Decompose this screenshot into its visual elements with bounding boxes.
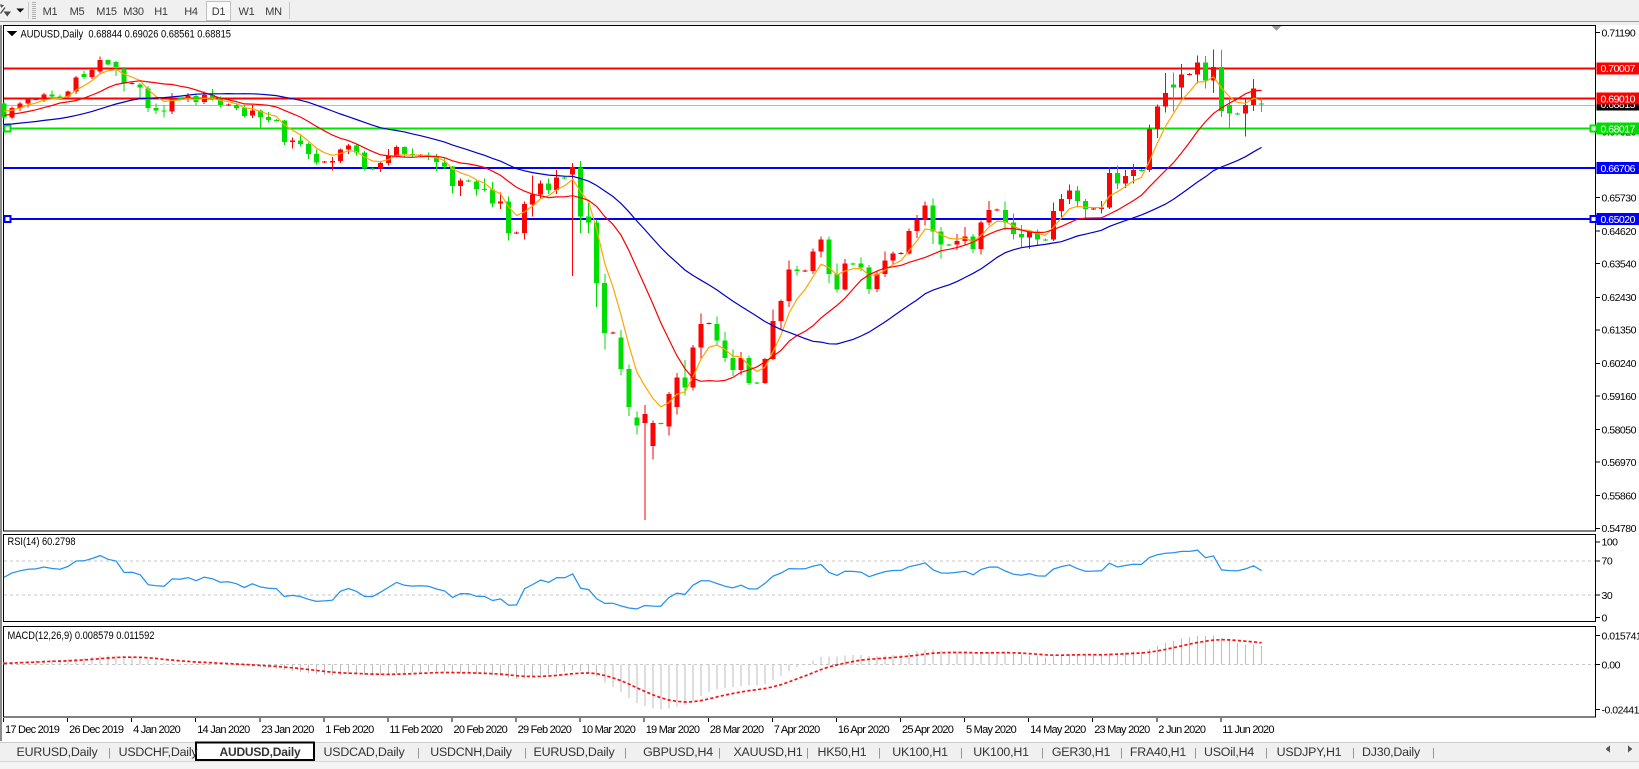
svg-text:14 Jan 2020: 14 Jan 2020 (197, 724, 250, 736)
svg-text:XAUUSD,H1: XAUUSD,H1 (733, 745, 802, 759)
svg-text:USDCNH,Daily: USDCNH,Daily (430, 745, 513, 759)
svg-text:7 Apr 2020: 7 Apr 2020 (774, 724, 820, 736)
svg-text:0.66706: 0.66706 (1601, 163, 1636, 175)
svg-text:EURUSD,Daily: EURUSD,Daily (534, 745, 616, 759)
svg-text:|: | (806, 747, 809, 759)
svg-text:FRA40,H1: FRA40,H1 (1130, 745, 1187, 759)
svg-text:|: | (1352, 747, 1355, 759)
svg-text:20 Feb 2020: 20 Feb 2020 (454, 724, 508, 736)
svg-text:UK100,H1: UK100,H1 (973, 745, 1029, 759)
svg-text:|: | (960, 747, 963, 759)
svg-text:23 Jan 2020: 23 Jan 2020 (261, 724, 314, 736)
svg-text:|: | (1432, 747, 1435, 759)
svg-text:W1: W1 (239, 6, 255, 18)
svg-text:MACD(12,26,9) 0.008579 0.01159: MACD(12,26,9) 0.008579 0.011592 (8, 630, 155, 642)
svg-text:|: | (1041, 747, 1044, 759)
svg-text:USDCAD,Daily: USDCAD,Daily (324, 745, 406, 759)
svg-text:0.54780: 0.54780 (1602, 523, 1637, 535)
svg-text:70: 70 (1602, 556, 1613, 568)
svg-text:0.59160: 0.59160 (1602, 391, 1637, 403)
svg-text:DJ30,Daily: DJ30,Daily (1362, 745, 1421, 759)
svg-text:0.00: 0.00 (1602, 660, 1621, 672)
svg-text:26 Dec 2019: 26 Dec 2019 (69, 724, 124, 736)
svg-text:GBPUSD,H4: GBPUSD,H4 (643, 745, 713, 759)
svg-text:GER30,H1: GER30,H1 (1052, 745, 1111, 759)
svg-text:0.68017: 0.68017 (1601, 123, 1636, 135)
svg-text:|: | (1265, 747, 1268, 759)
svg-text:0.64620: 0.64620 (1602, 226, 1637, 238)
svg-text:1 Feb 2020: 1 Feb 2020 (325, 724, 374, 736)
svg-text:0.55860: 0.55860 (1602, 491, 1637, 503)
svg-text:H4: H4 (184, 6, 198, 18)
svg-text:4 Jan 2020: 4 Jan 2020 (133, 724, 181, 736)
svg-text:|: | (1120, 747, 1123, 759)
svg-text:23 May 2020: 23 May 2020 (1094, 724, 1150, 736)
svg-text:AUDUSD,Daily: AUDUSD,Daily (220, 745, 301, 759)
svg-text:16 Apr 2020: 16 Apr 2020 (838, 724, 890, 736)
svg-text:UK100,H1: UK100,H1 (892, 745, 948, 759)
svg-text:100: 100 (1602, 537, 1619, 549)
svg-text:USDJPY,H1: USDJPY,H1 (1277, 745, 1342, 759)
svg-text:|: | (624, 747, 627, 759)
svg-text:M30: M30 (123, 6, 144, 18)
svg-text:30: 30 (1602, 590, 1613, 602)
svg-text:29 Feb 2020: 29 Feb 2020 (518, 724, 572, 736)
svg-text:19 Mar 2020: 19 Mar 2020 (646, 724, 700, 736)
svg-text:11 Feb 2020: 11 Feb 2020 (389, 724, 442, 736)
svg-text:USDCHF,Daily: USDCHF,Daily (119, 745, 199, 759)
svg-text:|: | (1194, 747, 1197, 759)
svg-text:14 May 2020: 14 May 2020 (1030, 724, 1086, 736)
svg-text:0.61350: 0.61350 (1602, 325, 1637, 337)
svg-text:RSI(14) 60.2798: RSI(14) 60.2798 (8, 536, 76, 548)
svg-text:10 Mar 2020: 10 Mar 2020 (582, 724, 636, 736)
svg-text:0.015741: 0.015741 (1602, 631, 1639, 643)
svg-text:0.56970: 0.56970 (1602, 457, 1637, 469)
svg-text:25 Apr 2020: 25 Apr 2020 (902, 724, 954, 736)
svg-text:17 Dec 2019: 17 Dec 2019 (5, 724, 60, 736)
svg-text:0: 0 (1602, 612, 1608, 624)
svg-text:|: | (524, 747, 527, 759)
svg-text:USOil,H4: USOil,H4 (1204, 745, 1254, 759)
svg-text:0.60240: 0.60240 (1602, 358, 1637, 370)
svg-text:0.62430: 0.62430 (1602, 292, 1637, 304)
svg-text:AUDUSD,Daily 0.68844 0.69026: AUDUSD,Daily 0.68844 0.69026 0.68561 0.6… (21, 29, 232, 41)
svg-text:|: | (878, 747, 881, 759)
svg-text:0.63540: 0.63540 (1602, 259, 1637, 271)
svg-text:0.65730: 0.65730 (1602, 192, 1637, 204)
svg-text:H1: H1 (154, 6, 168, 18)
svg-text:0.58050: 0.58050 (1602, 424, 1637, 436)
svg-text:11 Jun 2020: 11 Jun 2020 (1222, 724, 1274, 736)
svg-text:EURUSD,Daily: EURUSD,Daily (17, 745, 99, 759)
svg-text:HK50,H1: HK50,H1 (818, 745, 867, 759)
svg-text:0.65020: 0.65020 (1601, 214, 1636, 226)
svg-text:D1: D1 (212, 6, 226, 18)
svg-text:-0.024412: -0.024412 (1602, 705, 1639, 717)
svg-text:M1: M1 (43, 6, 58, 18)
svg-text:5 May 2020: 5 May 2020 (966, 724, 1017, 736)
svg-text:28 Mar 2020: 28 Mar 2020 (710, 724, 764, 736)
svg-text:0.70007: 0.70007 (1601, 63, 1636, 75)
svg-text:2 Jun 2020: 2 Jun 2020 (1158, 724, 1206, 736)
svg-text:|: | (108, 747, 111, 759)
svg-text:0.69010: 0.69010 (1601, 93, 1636, 105)
svg-text:M5: M5 (70, 6, 85, 18)
svg-text:M15: M15 (96, 6, 117, 18)
svg-text:|: | (718, 747, 721, 759)
svg-text:|: | (417, 747, 420, 759)
svg-text:MN: MN (265, 6, 282, 18)
svg-text:0.71190: 0.71190 (1602, 28, 1636, 40)
